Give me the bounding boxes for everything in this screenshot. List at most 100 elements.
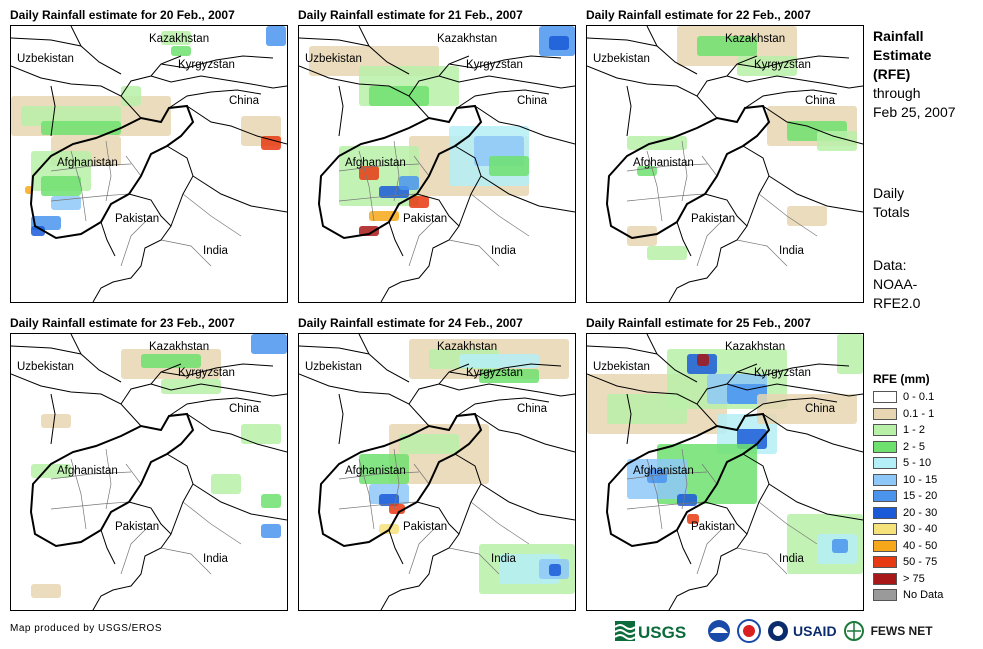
province-line — [393, 448, 400, 510]
legend-label: 0 - 0.1 — [903, 391, 935, 404]
country-border — [70, 334, 82, 355]
sidebar-data-line: NOAA- — [873, 276, 918, 292]
country-border — [70, 26, 82, 47]
country-label-uzbekistan: Uzbekistan — [305, 361, 362, 373]
country-border — [317, 412, 483, 548]
rain-cell — [399, 176, 419, 190]
country-border — [646, 26, 658, 47]
legend-item: No Data — [873, 587, 943, 604]
province-line — [358, 458, 375, 530]
legend-label: 2 - 5 — [903, 440, 926, 453]
country-label-uzbekistan: Uzbekistan — [593, 361, 650, 373]
map-canvas: Kazakhstan Uzbekistan Kyrgyzstan China Afgha… — [299, 334, 575, 610]
country-border — [587, 373, 718, 427]
country-label-india: India — [779, 245, 805, 257]
fewsnet-logo-text: FEWS NET — [870, 624, 933, 638]
legend: RFE (mm) 0 - 0.1 0.1 - 1 1 - 2 2 - 5 5 - 10 1… — [873, 372, 943, 604]
sidebar-through-line: through — [873, 85, 921, 101]
country-border — [186, 413, 287, 453]
country-border — [338, 393, 344, 445]
country-label-uzbekistan: Uzbekistan — [17, 361, 74, 373]
sidebar-title: Rainfall Estimate (RFE) — [873, 27, 931, 84]
noaa-logo — [708, 620, 730, 642]
rain-cell — [549, 36, 569, 50]
province-line — [50, 501, 130, 510]
rain-cell — [787, 206, 827, 226]
rain-cell — [171, 46, 191, 56]
rain-cell — [369, 86, 429, 106]
rain-cell — [837, 334, 863, 374]
rain-cell — [161, 31, 191, 45]
country-label-kyrgyzstan: Kyrgyzstan — [466, 59, 523, 71]
province-line — [125, 155, 142, 177]
sidebar-through-line: Feb 25, 2007 — [873, 104, 956, 120]
country-border — [380, 501, 460, 610]
country-border — [668, 501, 748, 610]
rain-layer — [587, 334, 863, 574]
country-border — [587, 65, 718, 119]
province-line — [681, 140, 688, 202]
rainfall-map: Kazakhstan Uzbekistan Kyrgyzstan China Afgha… — [298, 25, 576, 303]
province-line — [338, 501, 418, 510]
rain-cell — [489, 156, 529, 176]
usaid-logo-text: USAID — [793, 623, 837, 639]
country-border — [736, 363, 850, 377]
rain-cell — [31, 584, 61, 598]
panel-title: Daily Rainfall estimate for 25 Feb., 200… — [586, 316, 811, 330]
province-line — [646, 458, 663, 530]
map-canvas: Kazakhstan Uzbekistan Kyrgyzstan China Afgha… — [299, 26, 575, 302]
nws-logo — [737, 619, 761, 643]
sidebar-title-line: (RFE) — [873, 66, 911, 82]
country-border — [150, 75, 287, 89]
country-border — [192, 175, 287, 213]
country-border — [438, 383, 575, 397]
province-line — [120, 215, 152, 267]
province-line — [408, 523, 440, 575]
country-label-kyrgyzstan: Kyrgyzstan — [178, 59, 235, 71]
province-line — [448, 239, 500, 267]
sidebar-daily-line: Totals — [873, 204, 910, 220]
legend-item: 0 - 0.1 — [873, 389, 943, 406]
province-line — [160, 239, 212, 267]
country-border — [100, 529, 116, 565]
province-line — [758, 193, 818, 237]
country-label-uzbekistan: Uzbekistan — [17, 53, 74, 65]
rain-cell — [251, 334, 287, 354]
country-border — [456, 89, 550, 109]
legend-label: 15 - 20 — [903, 490, 938, 503]
country-label-pakistan: Pakistan — [691, 521, 735, 533]
rain-cell — [677, 494, 697, 506]
country-label-india: India — [779, 553, 805, 565]
country-label-afghanistan: Afghanistan — [345, 465, 406, 477]
country-label-china: China — [517, 403, 548, 415]
province-line — [105, 140, 112, 202]
country-label-kyrgyzstan: Kyrgyzstan — [754, 59, 811, 71]
country-label-pakistan: Pakistan — [403, 521, 447, 533]
panel-title: Daily Rainfall estimate for 23 Feb., 200… — [10, 316, 235, 330]
legend-swatch — [873, 473, 897, 486]
legend-item: 40 - 50 — [873, 538, 943, 555]
country-border — [160, 55, 274, 69]
country-border — [768, 175, 863, 213]
country-label-china: China — [229, 95, 260, 107]
legend-item: 15 - 20 — [873, 488, 943, 505]
country-label-afghanistan: Afghanistan — [57, 465, 118, 477]
province-line — [50, 471, 132, 480]
sidebar-through: through Feb 25, 2007 — [873, 84, 956, 122]
country-border — [160, 363, 274, 377]
rain-cell — [141, 354, 201, 368]
country-border — [100, 221, 116, 257]
legend-swatch — [873, 589, 897, 602]
country-border — [762, 105, 863, 145]
logo-strip: USGS USAID FEWS NET — [615, 617, 933, 645]
panel-title: Daily Rainfall estimate for 20 Feb., 200… — [10, 8, 235, 22]
country-border — [448, 55, 562, 69]
usaid-seal — [768, 621, 788, 641]
legend-item: 30 - 40 — [873, 521, 943, 538]
province-line — [182, 501, 242, 545]
country-label-kazakhstan: Kazakhstan — [149, 33, 209, 45]
country-label-india: India — [203, 553, 229, 565]
province-line — [160, 547, 212, 575]
legend-swatch — [873, 391, 897, 404]
sidebar-data-line: Data: — [873, 257, 907, 273]
